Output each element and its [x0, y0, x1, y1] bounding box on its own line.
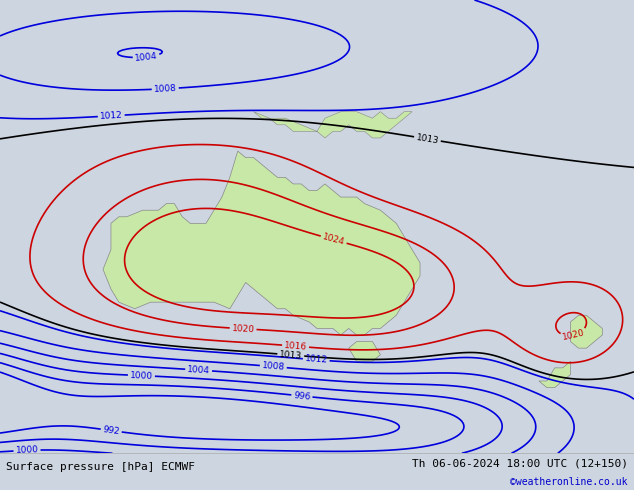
Text: 1016: 1016 [284, 341, 307, 351]
Polygon shape [103, 151, 420, 335]
Text: 1008: 1008 [153, 84, 177, 94]
Polygon shape [349, 342, 380, 361]
Text: 1012: 1012 [100, 111, 123, 121]
Text: 1013: 1013 [415, 133, 439, 145]
Text: 1000: 1000 [130, 370, 153, 381]
Text: 1020: 1020 [231, 323, 255, 334]
Text: 1004: 1004 [134, 51, 158, 63]
Text: 1020: 1020 [562, 328, 586, 342]
Text: 992: 992 [102, 425, 120, 436]
Text: 1008: 1008 [261, 361, 285, 372]
Text: 1024: 1024 [321, 232, 346, 247]
Text: 1000: 1000 [15, 445, 39, 455]
Text: Th 06-06-2024 18:00 UTC (12+150): Th 06-06-2024 18:00 UTC (12+150) [411, 459, 628, 468]
Text: Surface pressure [hPa] ECMWF: Surface pressure [hPa] ECMWF [6, 462, 195, 472]
Text: 1013: 1013 [279, 349, 302, 360]
Polygon shape [254, 112, 412, 138]
Text: 1012: 1012 [304, 354, 328, 365]
Polygon shape [539, 361, 571, 388]
Text: 996: 996 [293, 391, 311, 401]
Polygon shape [571, 315, 602, 348]
Text: 1004: 1004 [187, 365, 210, 375]
Text: ©weatheronline.co.uk: ©weatheronline.co.uk [510, 477, 628, 487]
